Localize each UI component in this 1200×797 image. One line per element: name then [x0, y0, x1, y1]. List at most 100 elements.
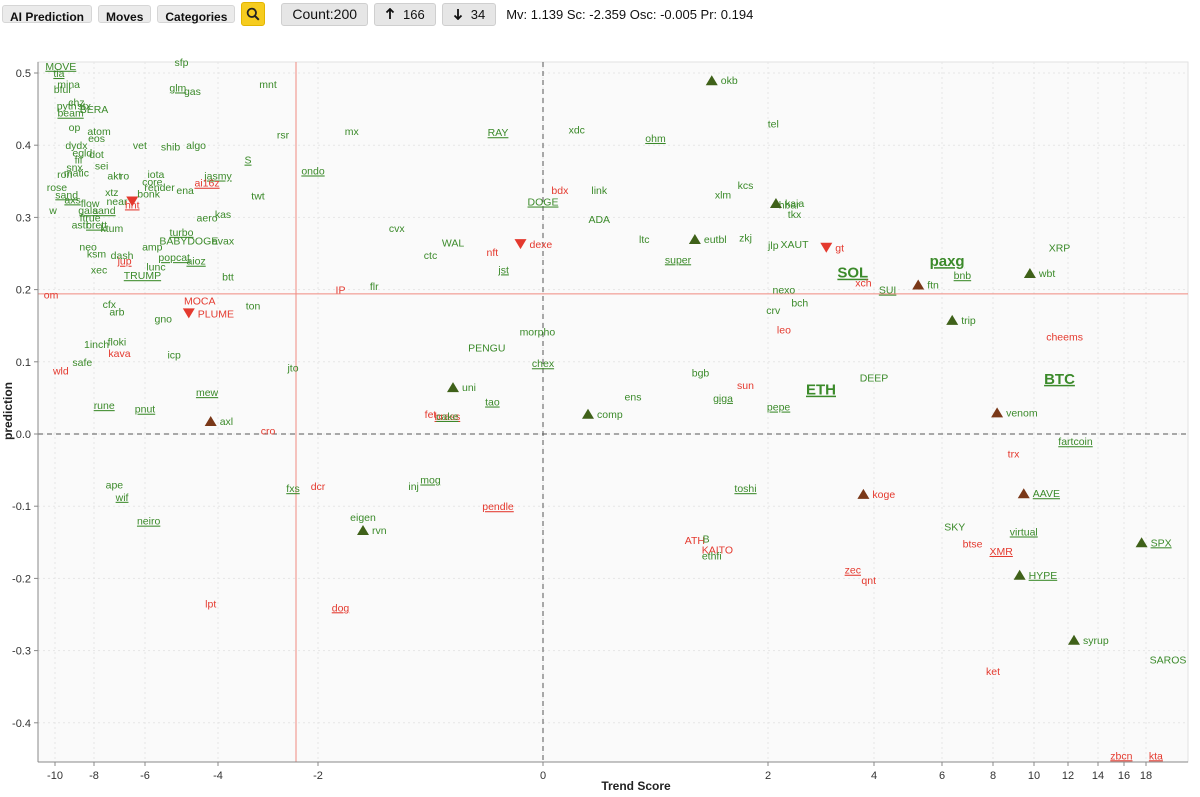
data-point-label[interactable]: fartcoin — [1058, 436, 1093, 448]
data-point-label[interactable]: SOL — [837, 265, 868, 282]
data-point-label[interactable]: sand — [93, 205, 116, 217]
data-point-label[interactable]: cfx — [103, 299, 117, 311]
trend-marker[interactable] — [204, 416, 217, 427]
data-point-label[interactable]: virtual — [1010, 526, 1038, 538]
data-point-label[interactable]: SUI — [879, 285, 897, 297]
data-point-label[interactable]: bgb — [692, 368, 710, 380]
data-point-label[interactable]: bfur — [54, 84, 73, 96]
data-point-label[interactable]: axs — [64, 194, 80, 206]
trend-marker[interactable] — [1013, 569, 1026, 580]
data-point-label[interactable]: 1inch — [84, 339, 109, 351]
ai-prediction-button[interactable]: AI Prediction — [2, 5, 93, 24]
data-point-label[interactable]: ai16z — [194, 178, 219, 190]
marker-label[interactable]: wbt — [1038, 268, 1055, 280]
trend-marker[interactable] — [857, 488, 870, 499]
trend-marker[interactable] — [688, 234, 701, 245]
trend-marker[interactable] — [946, 314, 959, 325]
data-point-label[interactable]: atom — [87, 126, 111, 138]
data-point-label[interactable]: tia — [53, 68, 64, 80]
data-point-label[interactable]: ena — [176, 185, 194, 197]
data-point-label[interactable]: gas — [184, 86, 201, 98]
data-point-label[interactable]: wld — [52, 365, 69, 377]
data-point-label[interactable]: dash — [111, 250, 134, 262]
data-point-label[interactable]: kta — [1149, 750, 1163, 762]
trend-marker[interactable] — [126, 196, 139, 207]
data-point-label[interactable]: mina — [57, 79, 80, 91]
data-point-label[interactable]: akt — [107, 171, 121, 183]
trend-marker[interactable] — [769, 197, 782, 208]
data-point-label[interactable]: turbo — [170, 227, 194, 239]
data-point-label[interactable]: iota — [147, 169, 164, 181]
trend-marker[interactable] — [991, 407, 1004, 418]
data-point-label[interactable]: om — [44, 290, 59, 302]
data-point-label[interactable]: qnt — [861, 575, 876, 587]
marker-label[interactable]: trip — [961, 315, 976, 327]
data-point-label[interactable]: jst — [497, 264, 509, 276]
data-point-label[interactable]: twt — [251, 191, 265, 203]
data-point-label[interactable]: zkj — [739, 233, 752, 245]
data-point-label[interactable]: toshi — [734, 483, 756, 495]
data-point-label[interactable]: ro — [120, 171, 129, 183]
data-point-label[interactable]: DEEP — [860, 373, 889, 385]
trend-marker[interactable] — [705, 75, 718, 86]
data-point-label[interactable]: jasmy — [203, 171, 232, 183]
data-point-label[interactable]: chz — [68, 97, 84, 109]
data-point-label[interactable]: rune — [94, 400, 115, 412]
data-point-label[interactable]: ens — [625, 391, 642, 403]
marker-label[interactable]: axl — [220, 416, 233, 428]
data-point-label[interactable]: lpt — [205, 599, 216, 611]
data-point-label[interactable]: ket — [986, 666, 1000, 678]
data-point-label[interactable]: fxs — [286, 483, 299, 495]
data-point-label[interactable]: link — [591, 185, 608, 197]
data-point-label[interactable]: cvx — [389, 223, 406, 235]
data-point-label[interactable]: fil — [75, 155, 83, 167]
marker-label[interactable]: ftn — [927, 280, 939, 292]
trend-marker[interactable] — [1135, 537, 1148, 548]
data-point-label[interactable]: hbar — [779, 199, 801, 211]
marker-label[interactable]: dexe — [530, 239, 553, 251]
data-point-label[interactable]: dog — [332, 602, 350, 614]
data-point-label[interactable]: SAROS — [1150, 654, 1187, 666]
marker-label[interactable]: AAVE — [1033, 488, 1060, 500]
moves-button[interactable]: Moves — [98, 5, 152, 24]
data-point-label[interactable]: cheems — [1046, 332, 1083, 344]
data-point-label[interactable]: glm — [169, 82, 186, 94]
data-point-label[interactable]: crv — [766, 305, 781, 317]
data-point-label[interactable]: render — [144, 182, 175, 194]
trend-marker[interactable] — [357, 525, 369, 536]
data-point-label[interactable]: paxg — [930, 253, 965, 270]
trend-marker[interactable] — [820, 242, 833, 253]
data-point-label[interactable]: core — [142, 176, 163, 188]
data-point-label[interactable]: morpho — [520, 326, 556, 338]
marker-label[interactable]: HYPE — [1029, 570, 1058, 582]
data-point-label[interactable]: cro — [261, 425, 276, 437]
data-point-label[interactable]: xec — [91, 264, 107, 276]
data-point-label[interactable]: sfp — [174, 57, 188, 69]
data-point-label[interactable]: gno — [154, 313, 172, 325]
data-point-label[interactable]: bonk — [137, 189, 161, 201]
data-point-label[interactable]: eos — [88, 133, 105, 145]
data-point-label[interactable]: avax — [212, 236, 235, 248]
data-point-label[interactable]: S — [244, 155, 251, 167]
data-point-label[interactable]: matic — [64, 168, 89, 180]
data-point-label[interactable]: ATH — [685, 535, 705, 547]
data-point-label[interactable]: MOCA — [184, 295, 216, 307]
data-point-label[interactable]: amp — [142, 241, 163, 253]
data-point-label[interactable]: pepe — [767, 402, 791, 414]
data-point-label[interactable]: RAY — [488, 127, 509, 139]
data-point-label[interactable]: ape — [106, 480, 124, 492]
data-point-label[interactable]: XRP — [1049, 243, 1071, 255]
data-point-label[interactable]: arb — [109, 306, 124, 318]
data-point-label[interactable]: neiro — [137, 516, 161, 528]
marker-label[interactable]: uni — [462, 382, 476, 394]
data-point-label[interactable]: super — [665, 254, 692, 266]
data-point-label[interactable]: mnt — [259, 79, 277, 91]
data-point-label[interactable]: gala — [78, 205, 98, 217]
data-point-label[interactable]: aero — [197, 212, 218, 224]
marker-label[interactable]: gt — [835, 243, 844, 255]
data-point-label[interactable]: w — [48, 205, 57, 217]
data-point-label[interactable]: tkx — [788, 209, 802, 221]
data-point-label[interactable]: tao — [485, 397, 500, 409]
data-point-label[interactable]: ksm — [87, 249, 107, 261]
data-point-label[interactable]: safe — [72, 357, 92, 369]
